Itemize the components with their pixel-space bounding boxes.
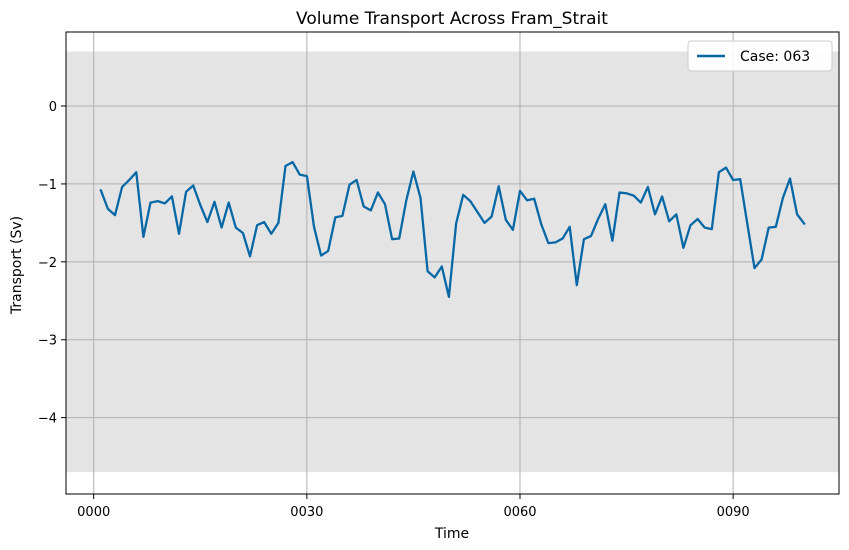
plot-area: 0000 0030 0060 0090 0 −1 −2 −3 −4: [38, 31, 840, 520]
axes-frame: [65, 31, 840, 495]
y-tick-label: −3: [38, 334, 57, 349]
x-tick-label: 0000: [77, 505, 110, 520]
chart-title: Volume Transport Across Fram_Strait: [296, 9, 608, 29]
y-tick-label: −4: [38, 412, 57, 427]
y-tick-label: −1: [38, 178, 57, 193]
x-tick-label: 0090: [717, 505, 750, 520]
x-tick-label: 0030: [290, 505, 323, 520]
y-tick-label: −2: [38, 256, 57, 271]
x-tick-label: 0060: [503, 505, 536, 520]
y-axis-label: Transport (Sv): [9, 216, 25, 315]
legend-label: Case: 063: [740, 49, 810, 65]
x-axis-label: Time: [434, 526, 469, 542]
series-line: [99, 160, 806, 299]
y-tick-label: 0: [49, 100, 57, 115]
legend-box: [687, 40, 833, 72]
legend: Case: 063: [687, 40, 833, 72]
